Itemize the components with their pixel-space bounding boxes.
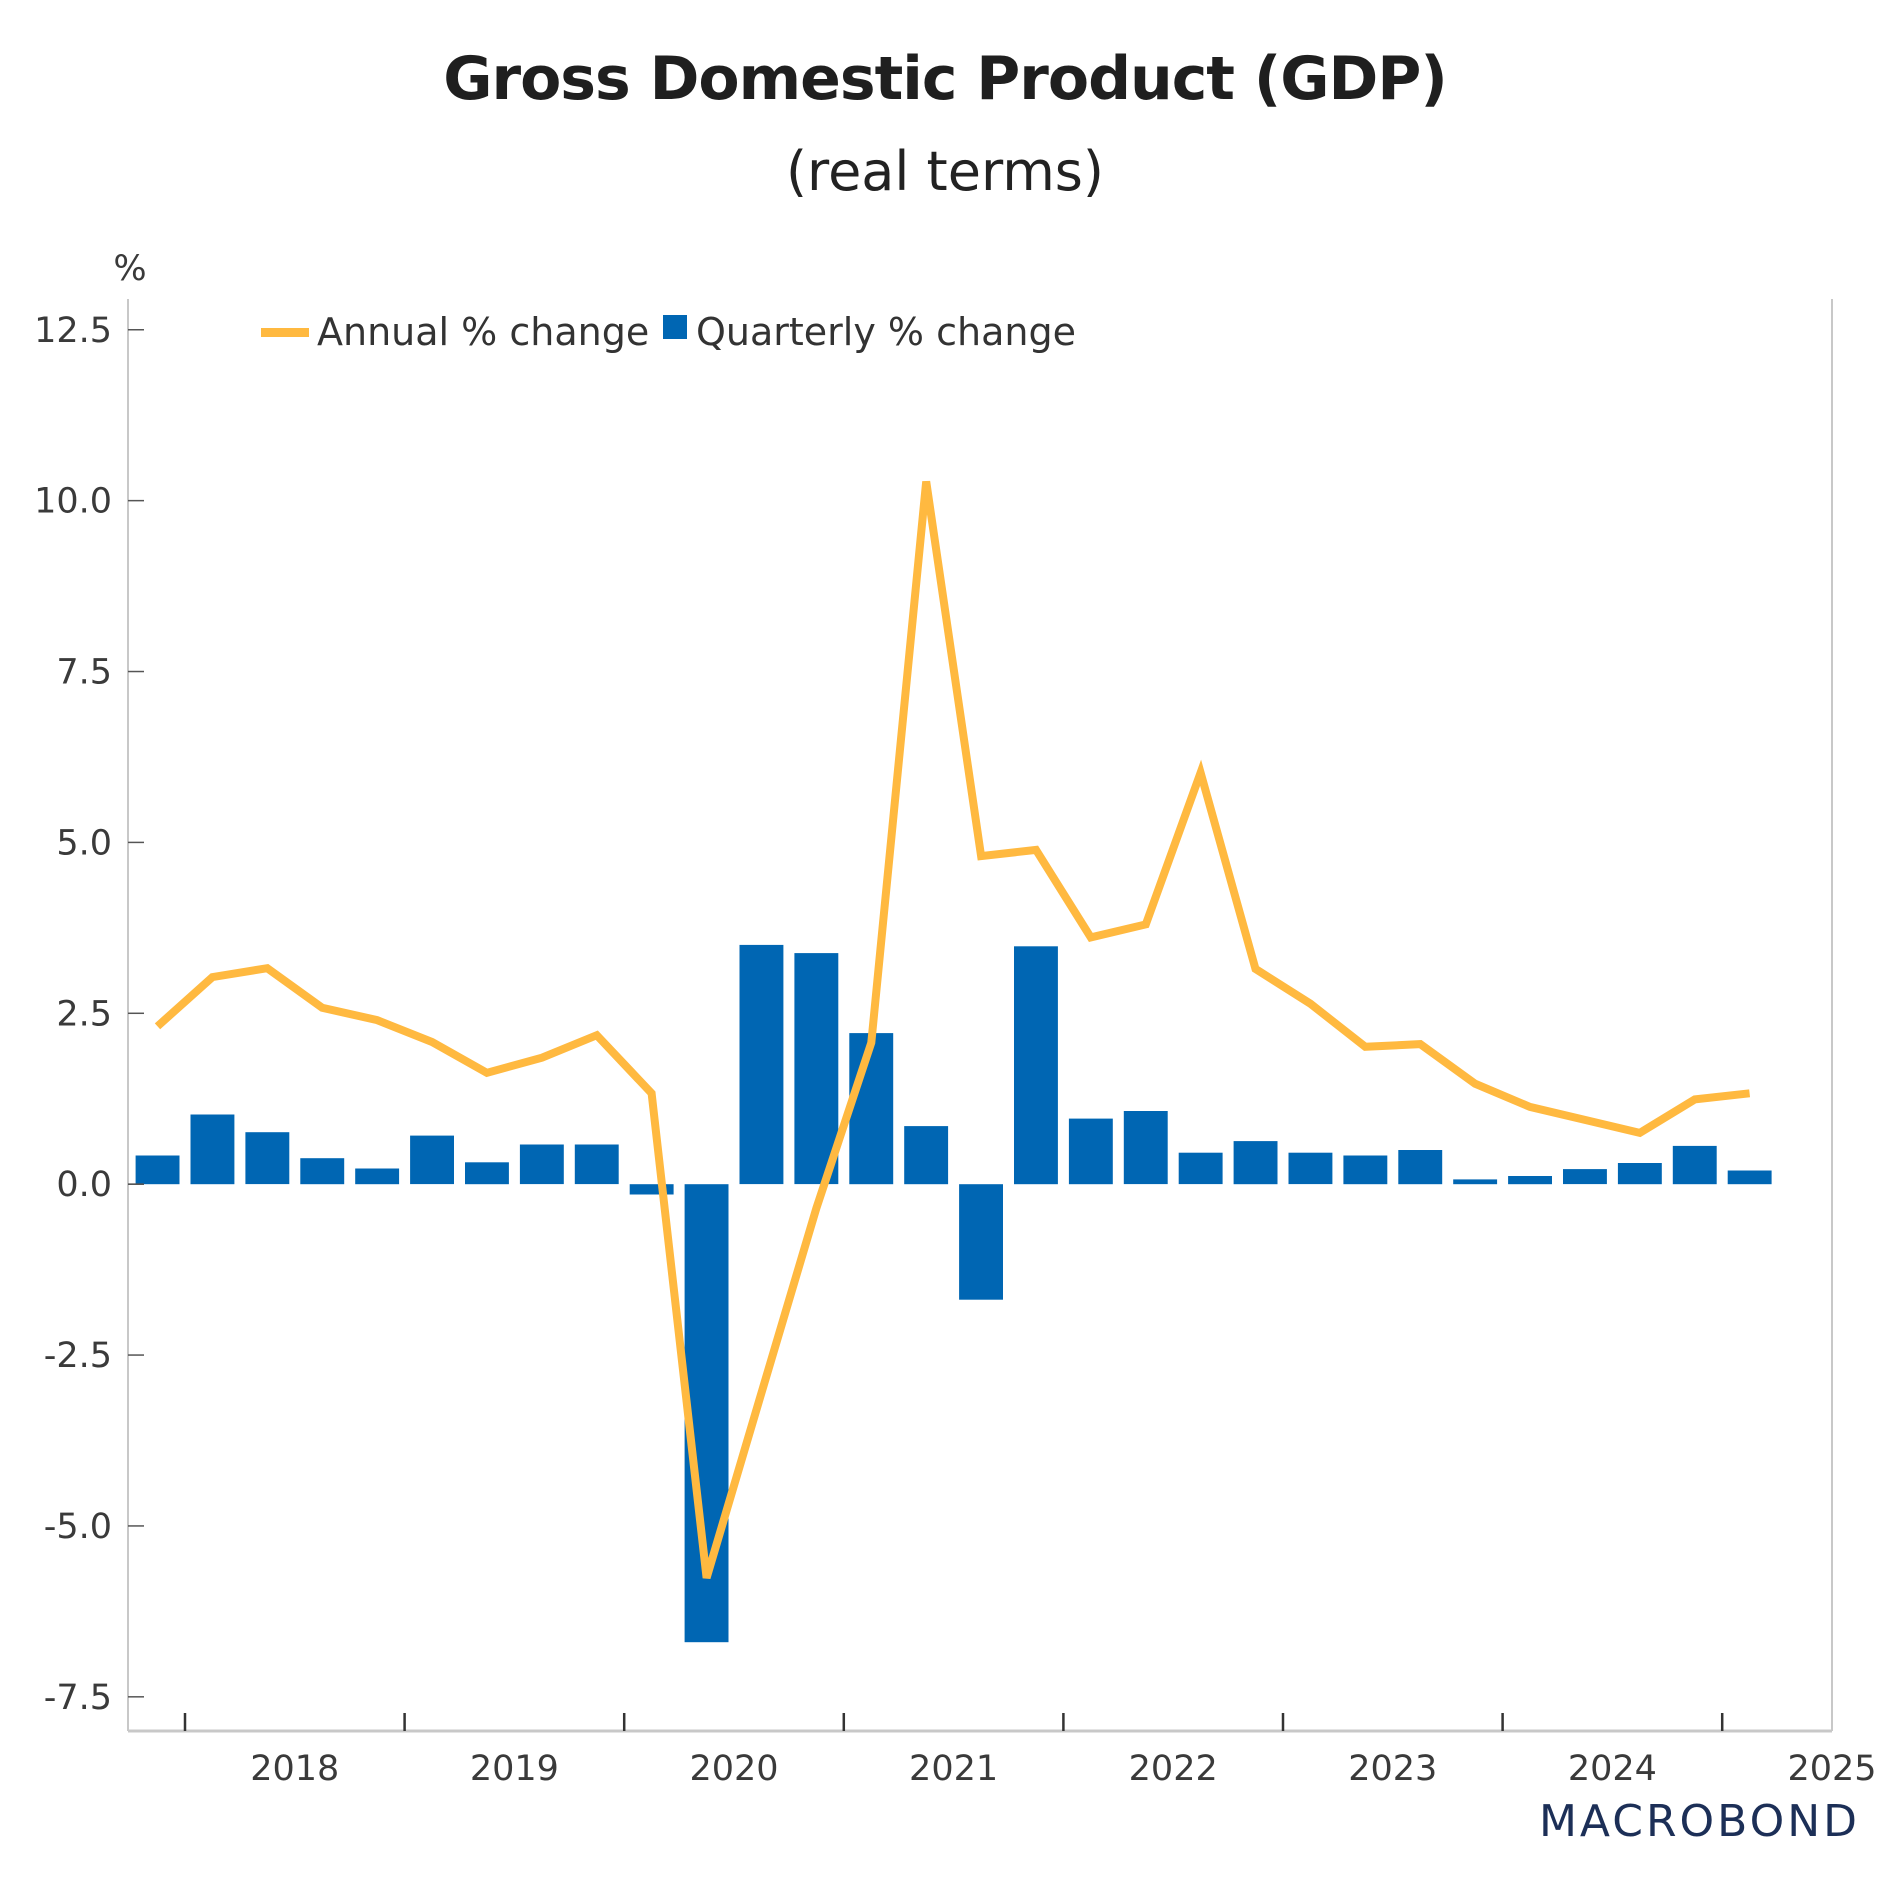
legend-quarterly-label: Quarterly % change [696,310,1076,354]
quarterly-bar-2021Q4 [1014,946,1058,1185]
quarterly-bar-2024Q2 [1563,1169,1607,1185]
quarterly-bars [135,944,1772,1643]
macrobond-logo: MACROBOND [1538,1796,1860,1847]
quarterly-bar-2019Q1 [410,1135,454,1185]
quarterly-bar-2024Q4 [1672,1145,1717,1185]
quarterly-bar-2024Q1 [1508,1176,1552,1185]
quarterly-bar-2018Q1 [190,1114,235,1185]
quarterly-bar-2022Q4 [1233,1141,1278,1185]
quarterly-bar-2018Q3 [300,1158,345,1185]
x-tick-label: 2022 [1129,1749,1218,1789]
legend-quarterly-swatch [663,315,687,339]
quarterly-bar-2018Q2 [245,1132,290,1185]
x-tick-label: 2018 [250,1749,339,1789]
quarterly-bar-2022Q2 [1123,1111,1168,1185]
quarterly-bar-2018Q4 [355,1168,400,1185]
plot-frame [127,299,1833,1733]
quarterly-bar-2022Q1 [1068,1118,1113,1185]
legend-annual-label: Annual % change [317,310,649,354]
y-tick-label: -7.5 [44,1678,112,1718]
y-tick-label: 5.0 [56,823,112,863]
y-tick-label: 0.0 [56,1165,112,1205]
chart-subtitle: (real terms) [785,140,1104,203]
legend: Annual % change Quarterly % change [261,310,1076,354]
y-axis: 12.5 10.0 7.5 5.0 2.5 0.0 -2.5 -5.0 -7.5 [34,311,144,1718]
annual-change-line [154,480,1751,1580]
x-tick-label: 2019 [470,1749,559,1789]
quarterly-bar-2023Q4 [1453,1179,1498,1185]
y-tick-label: 7.5 [56,653,112,693]
y-tick-label: 2.5 [56,994,112,1034]
quarterly-bar-2019Q3 [519,1144,564,1185]
quarterly-bar-2022Q3 [1178,1152,1223,1185]
quarterly-bar-2023Q3 [1398,1150,1443,1185]
annual-line [154,480,1751,1580]
y-tick-label: 12.5 [34,311,112,351]
quarterly-bar-2020Q3 [739,944,784,1185]
quarterly-bar-2020Q1 [629,1184,674,1195]
quarterly-bar-2025Q1 [1727,1170,1772,1185]
y-tick-label: -2.5 [44,1336,112,1376]
x-tick-label: 2023 [1348,1749,1437,1789]
y-tick-label: -5.0 [44,1507,112,1547]
quarterly-bar-2023Q2 [1343,1155,1388,1185]
x-axis: 2018 2019 2020 2021 2022 2023 2024 2025 [183,1713,1877,1789]
legend-annual-swatch [261,328,309,337]
quarterly-bar-2024Q3 [1617,1163,1662,1185]
quarterly-bar-2019Q2 [465,1162,509,1185]
x-tick-label: 2020 [689,1749,778,1789]
y-tick-label: 10.0 [34,482,112,522]
chart-title: Gross Domestic Product (GDP) [443,44,1447,114]
quarterly-bar-2021Q3 [959,1184,1003,1300]
x-tick-label: 2025 [1787,1749,1876,1789]
quarterly-bar-2023Q1 [1288,1152,1333,1185]
x-tick-label: 2021 [909,1749,998,1789]
quarterly-bar-2020Q4 [794,953,839,1185]
quarterly-bar-2017Q4 [135,1155,180,1185]
x-tick-label: 2024 [1568,1749,1657,1789]
y-axis-unit-label: % [113,249,146,289]
quarterly-bar-2021Q2 [904,1126,949,1185]
quarterly-bar-2019Q4 [574,1144,619,1185]
quarterly-bar-2021Q1 [849,1033,894,1185]
